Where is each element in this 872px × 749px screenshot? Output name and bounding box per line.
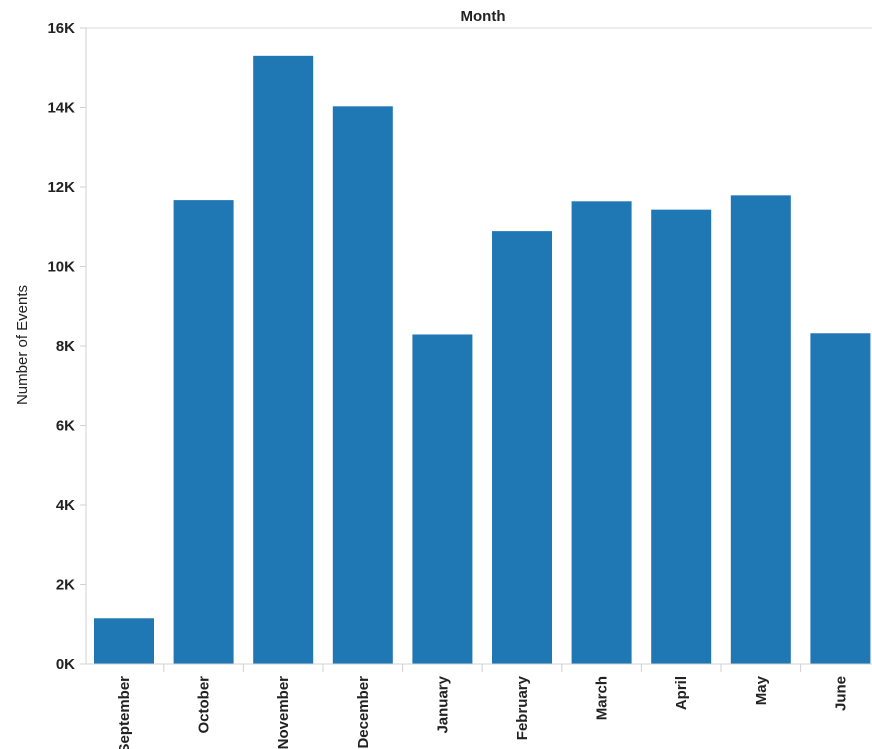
- y-tick-label: 4K: [56, 497, 75, 514]
- bar-june: [810, 333, 871, 664]
- y-axis-ticks: 0K 2K 4K 6K 8K 10K 12K 14K 16K: [47, 20, 86, 673]
- chart-header: Month: [86, 8, 872, 29]
- y-tick-label: 8K: [56, 338, 75, 355]
- axes: [85, 28, 872, 665]
- y-axis-title: Number of Events: [14, 285, 31, 405]
- y-tick-label: 6K: [56, 418, 75, 435]
- x-axis-ticks: September October November December January F…: [116, 664, 849, 749]
- bar-september: [94, 618, 154, 664]
- x-tick-label: February: [514, 675, 531, 740]
- x-tick-label: September: [116, 676, 133, 749]
- y-tick-label: 2K: [56, 577, 75, 594]
- bar-october: [173, 200, 234, 664]
- bar-february: [492, 231, 552, 664]
- x-tick-label: May: [753, 675, 770, 705]
- y-tick-label: 10K: [47, 259, 75, 276]
- bar-november: [253, 55, 314, 664]
- x-tick-label: December: [355, 676, 372, 749]
- bar-may: [730, 195, 791, 664]
- x-tick-label: March: [594, 676, 611, 720]
- y-tick-label: 14K: [47, 100, 75, 117]
- y-tick-label: 16K: [47, 20, 75, 37]
- y-tick-label: 12K: [47, 179, 75, 196]
- bar-march: [571, 201, 632, 664]
- x-tick-label: November: [275, 676, 292, 749]
- x-tick-label: April: [673, 676, 690, 710]
- y-tick-label: 0K: [56, 656, 75, 673]
- bars: [94, 55, 871, 665]
- x-tick-label: June: [832, 676, 849, 711]
- bar-april: [651, 209, 712, 664]
- bar-december: [332, 106, 393, 665]
- x-tick-label: January: [434, 675, 451, 733]
- x-tick-label: October: [196, 676, 213, 734]
- chart-title: Month: [461, 8, 506, 25]
- bar-january: [412, 334, 473, 664]
